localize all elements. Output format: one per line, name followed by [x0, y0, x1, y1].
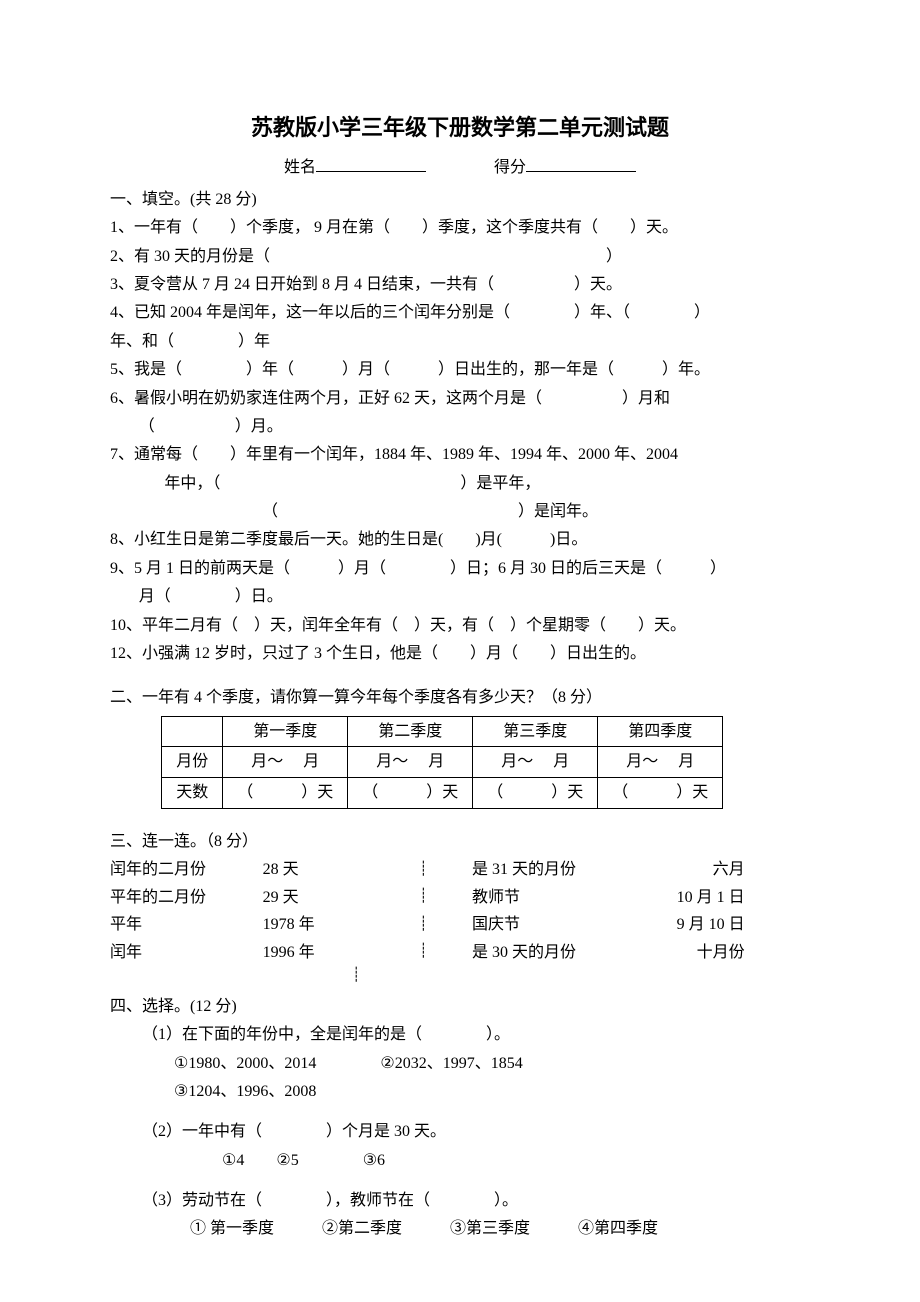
- m-l1-3: 闰年: [110, 940, 230, 966]
- section-1: 一、填空。(共 28 分) 1、一年有（ ）个季度， 9 月在第（ ）季度，这个…: [110, 187, 810, 668]
- q9b: 月（ ）日。: [110, 584, 810, 610]
- rm0: 月份: [162, 747, 223, 778]
- q2: 2、有 30 天的月份是（ ）: [110, 244, 810, 270]
- q6a: 6、暑假小明在奶奶家连住两个月，正好 62 天，这两个月是（ ）月和: [110, 386, 810, 412]
- m-l2-3: 1996 年: [263, 940, 383, 966]
- m-l1-0: 闰年的二月份: [110, 857, 230, 883]
- rm2: 月～ 月: [348, 747, 473, 778]
- rd2: （ ）天: [348, 778, 473, 809]
- section-2-title: 二、一年有 4 个季度，请你算一算今年每个季度各有多少天？（8 分）: [110, 685, 810, 711]
- rm4: 月～ 月: [598, 747, 723, 778]
- q5: 5、我是（ ）年（ ）月（ ）日出生的，那一年是（ ）年。: [110, 357, 810, 383]
- section-4: 四、选择。(12 分) （1）在下面的年份中，全是闰年的是（ ）。 ①1980、…: [110, 994, 810, 1243]
- q9a: 9、5 月 1 日的前两天是（ ）月（ ）日；6 月 30 日的后三天是（ ）: [110, 556, 810, 582]
- s4q3b: ① 第一季度 ②第二季度 ③第三季度 ④第四季度: [110, 1216, 810, 1242]
- score-label: 得分: [494, 159, 526, 176]
- th0: [162, 716, 223, 747]
- m-r1-0: 是 31 天的月份: [472, 857, 612, 883]
- section-1-title: 一、填空。(共 28 分): [110, 187, 810, 213]
- th4: 第四季度: [598, 716, 723, 747]
- name-label: 姓名: [284, 159, 316, 176]
- section-3: 三、连一连。（8 分） 闰年的二月份 28 天 ┊ 是 31 天的月份 六月 平…: [110, 829, 810, 988]
- m-r2-2: 9 月 10 日: [645, 912, 745, 938]
- score-blank[interactable]: [526, 156, 636, 172]
- rm3: 月～ 月: [473, 747, 598, 778]
- section-3-title: 三、连一连。（8 分）: [110, 829, 810, 855]
- section-2: 二、一年有 4 个季度，请你算一算今年每个季度各有多少天？（8 分） 第一季度 …: [110, 685, 810, 808]
- q3: 3、夏令营从 7 月 24 日开始到 8 月 4 日结束，一共有（ ）天。: [110, 272, 810, 298]
- s4q1a: （1）在下面的年份中，全是闰年的是（ ）。: [110, 1022, 810, 1048]
- table-row: 天数 （ ）天 （ ）天 （ ）天 （ ）天: [162, 778, 723, 809]
- rd3: （ ）天: [473, 778, 598, 809]
- m-r2-0: 六月: [645, 857, 745, 883]
- q7a: 7、通常每（ ）年里有一个闰年，1884 年、1989 年、1994 年、200…: [110, 442, 810, 468]
- s4q2b: ①4 ②5 ③6: [110, 1148, 810, 1174]
- rd4: （ ）天: [598, 778, 723, 809]
- m-r2-3: 十月份: [645, 940, 745, 966]
- q7b: 年中，（ ）是平年，: [110, 471, 810, 497]
- quarter-table: 第一季度 第二季度 第三季度 第四季度 月份 月～ 月 月～ 月 月～ 月 月～…: [161, 716, 723, 809]
- m-r1-2: 国庆节: [472, 912, 612, 938]
- s4q2a: （2）一年中有（ ）个月是 30 天。: [110, 1119, 810, 1145]
- q6b: （ ）月。: [110, 414, 810, 440]
- q4a: 4、已知 2004 年是闰年，这一年以后的三个闰年分别是（ ）年、（ ）: [110, 300, 810, 326]
- name-blank[interactable]: [316, 156, 426, 172]
- m-l2-1: 29 天: [263, 885, 383, 911]
- s4q1b: ①1980、2000、2014 ②2032、1997、1854: [110, 1051, 810, 1077]
- divider-icon: ┊: [415, 914, 431, 936]
- q4b: 年、和（ ）年: [110, 329, 810, 355]
- m-r2-1: 10 月 1 日: [645, 885, 745, 911]
- m-r1-3: 是 30 天的月份: [472, 940, 612, 966]
- m-l1-1: 平年的二月份: [110, 885, 230, 911]
- rm1: 月～ 月: [223, 747, 348, 778]
- rd1: （ ）天: [223, 778, 348, 809]
- s4q3a: （3）劳动节在（ ），教师节在（ ）。: [110, 1188, 810, 1214]
- m-r1-1: 教师节: [472, 885, 612, 911]
- section-4-title: 四、选择。(12 分): [110, 994, 810, 1020]
- q8: 8、小红生日是第二季度最后一天。她的生日是( )月( )日。: [110, 527, 810, 553]
- th2: 第二季度: [348, 716, 473, 747]
- divider-icon: ┊: [110, 965, 810, 987]
- th3: 第三季度: [473, 716, 598, 747]
- q7c: （ ）是闰年。: [110, 499, 810, 525]
- divider-icon: ┊: [415, 886, 431, 908]
- rd0: 天数: [162, 778, 223, 809]
- m-l1-2: 平年: [110, 912, 230, 938]
- divider-icon: ┊: [415, 859, 431, 881]
- q1: 1、一年有（ ）个季度， 9 月在第（ ）季度，这个季度共有（ ）天。: [110, 215, 810, 241]
- m-l2-0: 28 天: [263, 857, 383, 883]
- page-title: 苏教版小学三年级下册数学第二单元测试题: [110, 110, 810, 145]
- th1: 第一季度: [223, 716, 348, 747]
- table-row: 第一季度 第二季度 第三季度 第四季度: [162, 716, 723, 747]
- table-row: 月份 月～ 月 月～ 月 月～ 月 月～ 月: [162, 747, 723, 778]
- m-l2-2: 1978 年: [263, 912, 383, 938]
- header-fields: 姓名 得分: [110, 155, 810, 181]
- s4q1c: ③1204、1996、2008: [110, 1079, 810, 1105]
- q12: 12、小强满 12 岁时，只过了 3 个生日，他是（ ）月（ ）日出生的。: [110, 641, 810, 667]
- q10: 10、平年二月有（ ）天，闰年全年有（ ）天，有（ ）个星期零（ ）天。: [110, 613, 810, 639]
- divider-icon: ┊: [415, 941, 431, 963]
